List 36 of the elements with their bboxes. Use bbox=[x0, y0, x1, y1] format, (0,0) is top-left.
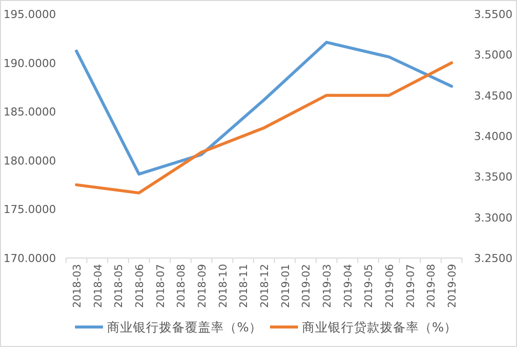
x-tick-label: 2018-07 bbox=[154, 264, 167, 308]
line-series bbox=[74, 61, 454, 194]
x-tick-label: 2019-07 bbox=[404, 264, 417, 308]
x-tick-label: 2019-03 bbox=[322, 264, 334, 308]
x-tick-label: 2019-01 bbox=[280, 264, 292, 308]
x-tick-label: 2019-05 bbox=[363, 264, 376, 308]
x-tick-label: 2018-04 bbox=[92, 264, 104, 308]
x-tick-label: 2018-10 bbox=[217, 264, 230, 308]
y-tick-label: 180.0000 bbox=[4, 154, 56, 168]
x-tick-label: 2018-03 bbox=[71, 264, 84, 308]
y-tick-label: 185.0000 bbox=[4, 106, 56, 119]
legend-label: 商业银行贷款拨备率（%） bbox=[302, 320, 457, 334]
x-tick-label: 2018-11 bbox=[238, 264, 250, 308]
x-tick-label: 2019-09 bbox=[446, 264, 459, 308]
y-tick-label: 190.0000 bbox=[4, 56, 56, 70]
x-tick-label: 2018-12 bbox=[259, 264, 271, 308]
y2-tick-label: 3.4000 bbox=[474, 130, 512, 143]
y2-tick-label: 3.5000 bbox=[474, 48, 512, 62]
y2-tick-label: 3.2500 bbox=[474, 252, 512, 265]
y2-tick-label: 3.4500 bbox=[474, 89, 512, 102]
y-tick-label: 170.0000 bbox=[4, 252, 56, 265]
x-tick-label: 2019-02 bbox=[300, 264, 313, 308]
x-tick-label: 2018-08 bbox=[176, 264, 188, 308]
x-tick-label: 2018-06 bbox=[134, 264, 146, 308]
x-tick-label: 2018-09 bbox=[196, 264, 208, 308]
y2-tick-label: 3.5500 bbox=[474, 8, 512, 21]
x-tick-label: 2019-08 bbox=[426, 264, 438, 308]
y-tick-label: 175.0000 bbox=[4, 203, 56, 216]
y-tick-label: 195.0000 bbox=[4, 8, 56, 21]
y2-tick-label: 3.3500 bbox=[474, 170, 512, 184]
x-tick-label: 2019-04 bbox=[342, 264, 354, 308]
x-tick-label: 2019-06 bbox=[384, 264, 396, 308]
line-series bbox=[74, 40, 454, 176]
y2-tick-label: 3.3000 bbox=[474, 211, 512, 224]
legend-label: 商业银行拨备覆盖率（%） bbox=[107, 320, 262, 334]
x-tick-label: 2018-05 bbox=[113, 264, 126, 308]
